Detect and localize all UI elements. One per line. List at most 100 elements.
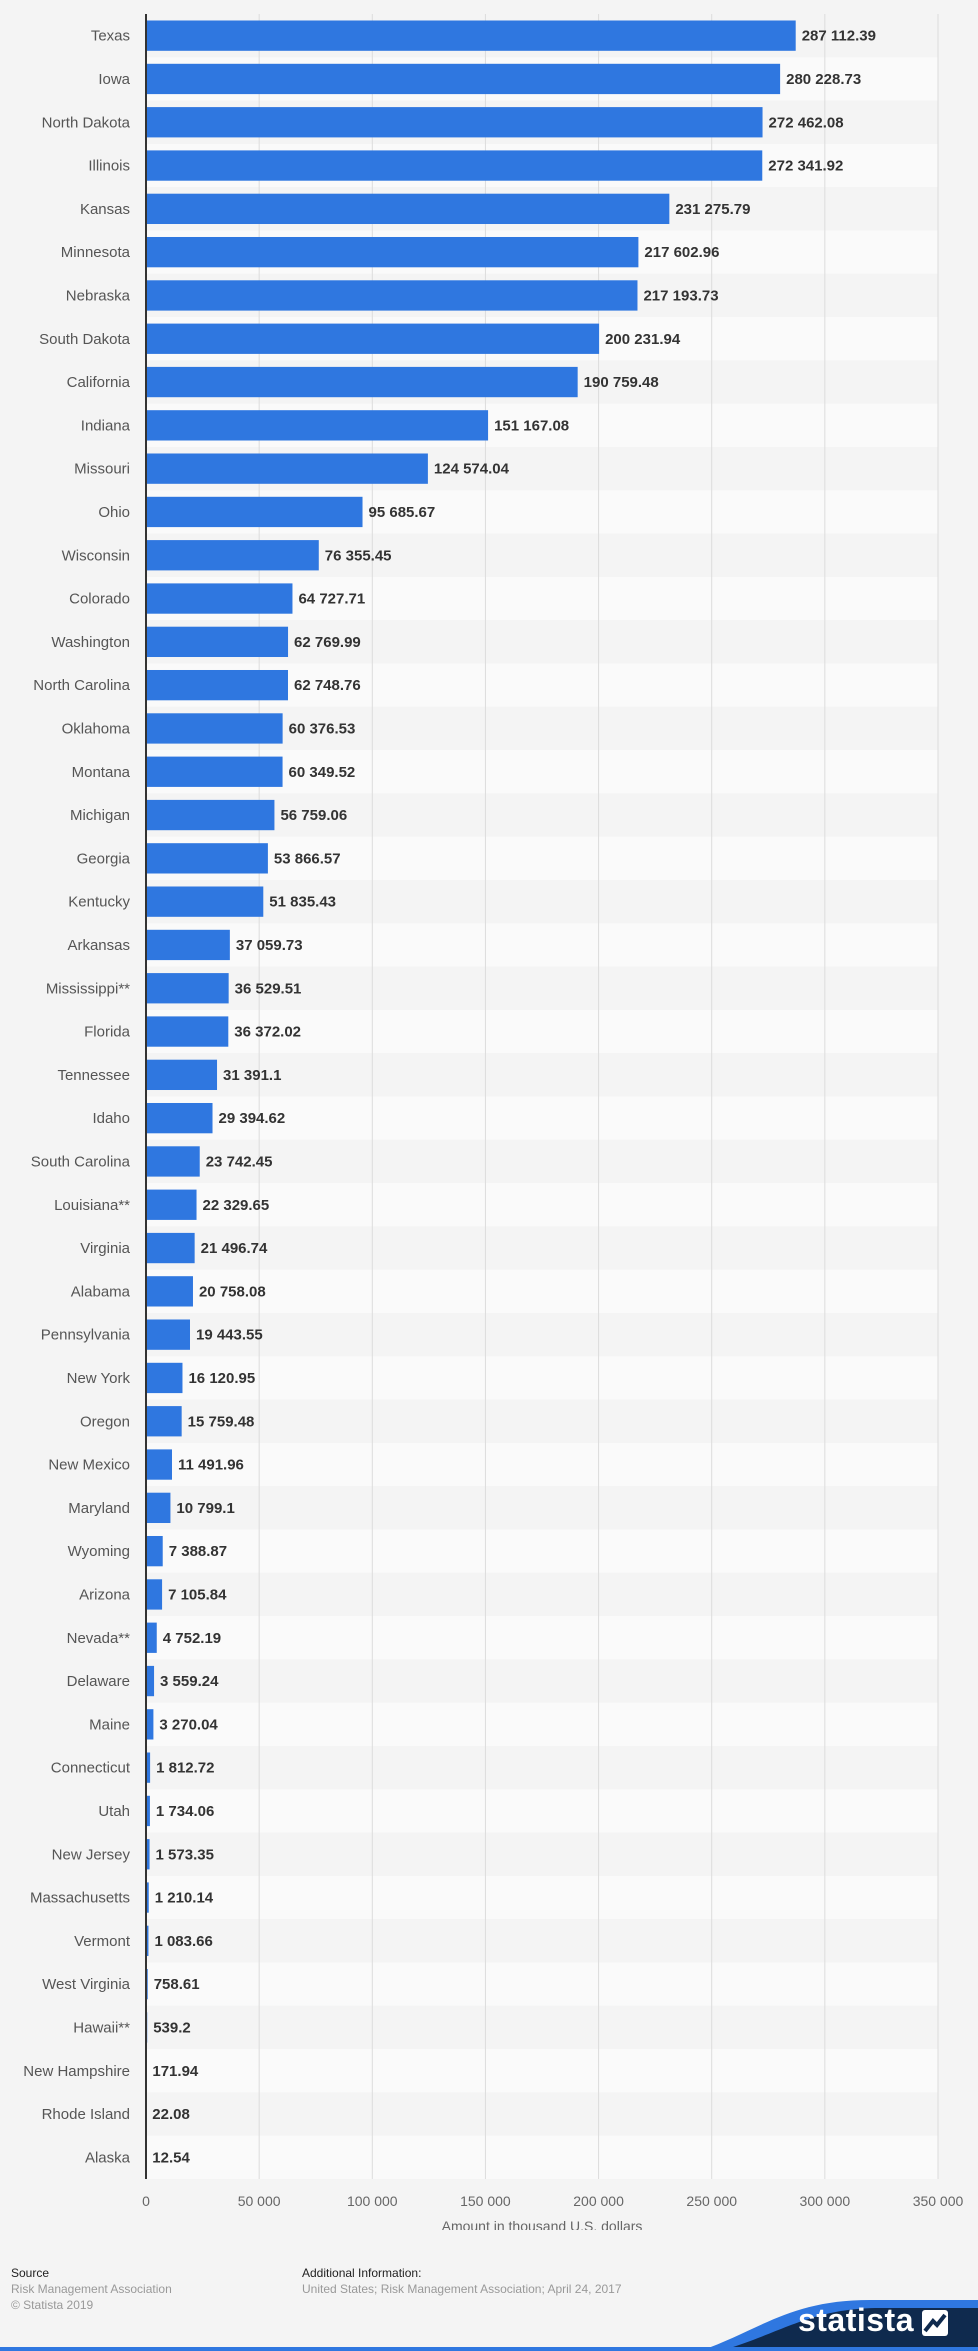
- bar[interactable]: [146, 323, 600, 354]
- value-label: 60 349.52: [289, 764, 356, 781]
- bar[interactable]: [146, 1362, 183, 1394]
- bar[interactable]: [146, 1709, 154, 1740]
- bar[interactable]: [146, 756, 283, 787]
- bar[interactable]: [146, 1752, 151, 1783]
- bar[interactable]: [146, 150, 763, 181]
- bar[interactable]: [146, 1535, 163, 1567]
- x-tick-label: 50 000: [238, 2193, 281, 2209]
- category-label: South Dakota: [39, 331, 131, 348]
- row-band: [146, 1226, 938, 1270]
- value-label: 124 574.04: [434, 461, 510, 478]
- bar[interactable]: [146, 453, 428, 484]
- bar[interactable]: [146, 540, 319, 571]
- bar[interactable]: [146, 886, 264, 917]
- bar[interactable]: [146, 280, 638, 311]
- value-label: 36 529.51: [235, 980, 302, 997]
- bar[interactable]: [146, 1795, 150, 1827]
- bar[interactable]: [146, 843, 268, 874]
- category-label: North Dakota: [42, 114, 131, 131]
- x-tick-label: 0: [142, 2193, 150, 2209]
- value-label: 272 341.92: [768, 158, 843, 175]
- x-tick-label: 250 000: [686, 2193, 737, 2209]
- category-label: Michigan: [70, 807, 130, 824]
- bar[interactable]: [146, 366, 578, 398]
- bar[interactable]: [146, 1925, 149, 1957]
- bar[interactable]: [146, 1449, 173, 1480]
- bar[interactable]: [146, 236, 639, 268]
- bar[interactable]: [146, 193, 670, 225]
- bar[interactable]: [146, 1232, 195, 1264]
- bar[interactable]: [146, 107, 763, 138]
- row-band: [146, 1702, 938, 1746]
- value-label: 3 559.24: [160, 1673, 219, 1690]
- row-band: [146, 1919, 938, 1963]
- category-label: Idaho: [92, 1110, 130, 1127]
- row-band: [146, 1572, 938, 1617]
- bar[interactable]: [146, 929, 230, 961]
- category-label: Iowa: [98, 71, 130, 88]
- value-label: 19 443.55: [196, 1327, 263, 1344]
- bar[interactable]: [146, 1665, 155, 1697]
- x-tick-label: 200 000: [573, 2193, 624, 2209]
- category-label: New York: [67, 1370, 131, 1387]
- category-label: Delaware: [67, 1673, 130, 1690]
- bar[interactable]: [146, 1276, 193, 1307]
- category-label: Minnesota: [61, 244, 131, 261]
- category-label: Arizona: [79, 1586, 131, 1603]
- row-band: [146, 1269, 938, 1313]
- category-label: Utah: [98, 1803, 130, 1820]
- bar[interactable]: [146, 1622, 157, 1653]
- bar[interactable]: [146, 1102, 213, 1134]
- value-label: 22 329.65: [203, 1197, 270, 1214]
- statista-mark-icon: [922, 2310, 948, 2336]
- bar[interactable]: [146, 410, 489, 441]
- category-label: New Hampshire: [23, 2063, 130, 2080]
- category-label: North Carolina: [33, 677, 130, 694]
- source-heading: Source: [11, 2266, 50, 2280]
- bar[interactable]: [146, 63, 781, 95]
- category-label: Maine: [89, 1716, 130, 1733]
- row-band: [146, 793, 938, 837]
- bar[interactable]: [146, 973, 229, 1004]
- category-label: Georgia: [77, 850, 131, 867]
- category-label: Alabama: [71, 1283, 131, 1300]
- bar[interactable]: [146, 1146, 200, 1177]
- category-label: Kansas: [80, 201, 130, 218]
- row-band: [146, 1139, 938, 1184]
- bar[interactable]: [146, 583, 293, 614]
- bar[interactable]: [146, 1059, 218, 1091]
- category-label: Oklahoma: [62, 720, 131, 737]
- bar[interactable]: [146, 496, 363, 528]
- brand-bottom-line: [0, 2347, 978, 2351]
- row-band: [146, 1486, 938, 1530]
- value-label: 217 602.96: [644, 244, 719, 261]
- value-label: 22.08: [152, 2106, 190, 2123]
- row-band: [146, 2005, 938, 2050]
- bar[interactable]: [146, 1189, 197, 1220]
- bar[interactable]: [146, 1406, 182, 1437]
- value-label: 51 835.43: [269, 894, 336, 911]
- bar[interactable]: [146, 1882, 149, 1913]
- source-line[interactable]: Risk Management Association: [11, 2282, 172, 2296]
- category-label: Washington: [51, 634, 130, 651]
- value-label: 4 752.19: [163, 1630, 221, 1647]
- additional-info-heading: Additional Information:: [302, 2266, 422, 2280]
- row-band: [146, 1875, 938, 1920]
- bar[interactable]: [146, 713, 283, 744]
- category-label: Florida: [84, 1024, 131, 1041]
- bar[interactable]: [146, 1579, 163, 1610]
- statista-logo[interactable]: statista: [797, 2302, 914, 2338]
- value-label: 190 759.48: [584, 374, 659, 391]
- bar[interactable]: [146, 669, 288, 701]
- bar[interactable]: [146, 1319, 190, 1350]
- bar[interactable]: [146, 799, 275, 831]
- bar[interactable]: [146, 1492, 171, 1524]
- value-label: 1 083.66: [154, 1933, 212, 1950]
- bar[interactable]: [146, 20, 796, 51]
- category-label: Texas: [91, 28, 130, 45]
- category-label: Rhode Island: [42, 2106, 130, 2123]
- bar[interactable]: [146, 1839, 150, 1870]
- value-label: 7 388.87: [169, 1543, 227, 1560]
- bar[interactable]: [146, 1016, 229, 1047]
- bar[interactable]: [146, 626, 289, 658]
